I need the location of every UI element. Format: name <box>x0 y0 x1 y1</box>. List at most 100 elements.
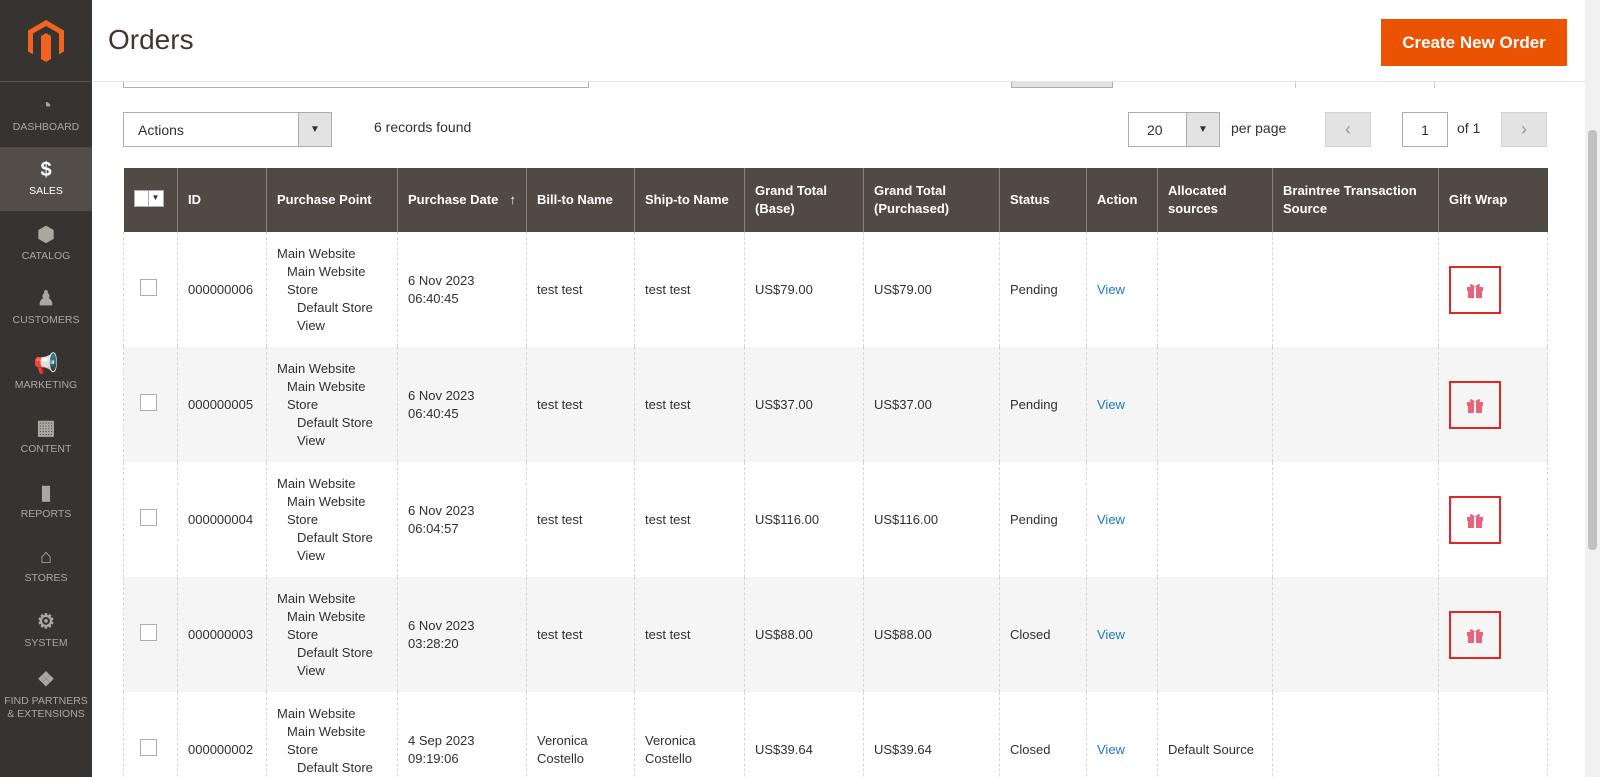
filters-button[interactable] <box>1011 82 1113 88</box>
column-grand-total-purchased[interactable]: Grand Total (Purchased) <box>863 168 1000 232</box>
column-gift-wrap[interactable]: Gift Wrap <box>1438 168 1548 232</box>
view-order-link[interactable]: View <box>1097 741 1125 757</box>
row-checkbox[interactable] <box>140 508 157 526</box>
row-checkbox[interactable] <box>140 393 157 411</box>
cell-action: View <box>1086 692 1158 777</box>
sidebar-item-content[interactable]: ▦ CONTENT <box>0 405 92 470</box>
view-order-link[interactable]: View <box>1097 396 1125 412</box>
page-number-input[interactable]: 1 <box>1402 112 1448 147</box>
scrollbar-thumb[interactable] <box>1588 130 1597 550</box>
row-select-cell[interactable] <box>123 347 178 462</box>
column-purchase-point[interactable]: Purchase Point <box>266 168 398 232</box>
row-select-cell[interactable] <box>123 462 178 577</box>
sidebar-item-stores[interactable]: ⌂ STORES <box>0 534 92 599</box>
blocks-icon: ❖ <box>37 668 55 691</box>
cell-id: 000000003 <box>177 577 267 692</box>
magento-logo[interactable] <box>0 0 92 82</box>
column-purchase-date[interactable]: ↑ Purchase Date <box>397 168 527 232</box>
person-icon: ♟ <box>37 288 55 311</box>
row-checkbox[interactable] <box>140 738 157 756</box>
cell-purchase-date: 6 Nov 2023 06:04:57 <box>397 462 527 577</box>
sidebar-item-sales[interactable]: $ SALES <box>0 146 92 211</box>
row-checkbox[interactable] <box>140 623 157 641</box>
cell-purchase-point: Main Website Main Website Store Default St… <box>266 577 398 692</box>
sidebar-item-system[interactable]: ⚙ SYSTEM <box>0 598 92 663</box>
table-row[interactable]: 000000003 Main Website Main Website Store D… <box>123 577 1548 692</box>
bar-chart-icon: ▮ <box>40 481 52 504</box>
pp-website: Main Website <box>277 475 356 491</box>
mass-select-checkbox[interactable]: ▼ <box>133 189 164 207</box>
table-row[interactable]: 000000004 Main Website Main Website Store D… <box>123 462 1548 577</box>
sidebar-item-label: SYSTEM <box>24 636 68 649</box>
column-bill-to-name[interactable]: Bill-to Name <box>526 168 635 232</box>
cell-grand-total-purchased: US$37.00 <box>863 347 1000 462</box>
pp-store-view: Default Store View <box>297 644 373 678</box>
cell-bill-to-name: Veronica Costello <box>526 692 635 777</box>
sidebar-item-find[interactable]: ❖ FIND PARTNERS & EXTENSIONS <box>0 663 92 728</box>
sidebar-item-catalog[interactable]: ⬢ CATALOG <box>0 211 92 276</box>
table-row[interactable]: 000000005 Main Website Main Website Store D… <box>123 347 1548 462</box>
pp-website: Main Website <box>277 705 356 721</box>
sidebar-item-marketing[interactable]: 📢 MARKETING <box>0 340 92 405</box>
view-order-link[interactable]: View <box>1097 281 1125 297</box>
cell-purchase-date: 4 Sep 2023 09:19:06 <box>397 692 527 777</box>
column-braintree-source[interactable]: Braintree Transaction Source <box>1272 168 1439 232</box>
column-ship-to-name[interactable]: Ship-to Name <box>634 168 745 232</box>
cell-ship-to-name: test test <box>634 462 745 577</box>
view-order-link[interactable]: View <box>1097 626 1125 642</box>
page-scrollbar[interactable] <box>1585 0 1600 777</box>
layout-icon: ▦ <box>36 417 56 440</box>
previous-page-button[interactable]: ‹ <box>1325 112 1371 147</box>
pp-store-view: Default Store View <box>297 759 373 775</box>
date-day: 6 Nov 2023 <box>408 387 475 403</box>
cell-action: View <box>1086 577 1158 692</box>
column-purchase-date-label: Purchase Date <box>408 192 499 207</box>
dollar-icon: $ <box>40 159 52 182</box>
grid-header-row: ▼ ID Purchase Point ↑ Purchase Date Bill-… <box>123 168 1548 232</box>
per-page-dropdown[interactable]: 20 ▼ <box>1128 112 1220 147</box>
search-input[interactable] <box>123 82 589 88</box>
cell-braintree-source <box>1272 692 1439 777</box>
chevron-down-icon: ▼ <box>1186 113 1219 146</box>
cell-allocated-sources <box>1157 462 1273 577</box>
sidebar-item-customers[interactable]: ♟ CUSTOMERS <box>0 276 92 341</box>
gift-icon[interactable] <box>1449 610 1501 659</box>
row-select-cell[interactable] <box>123 692 178 777</box>
table-row[interactable]: 000000006 Main Website Main Website Store D… <box>123 232 1548 347</box>
row-checkbox[interactable] <box>140 278 157 296</box>
sidebar-item-label: STORES <box>24 572 68 585</box>
gift-icon[interactable] <box>1449 495 1501 544</box>
sidebar-item-reports[interactable]: ▮ REPORTS <box>0 469 92 534</box>
sidebar-item-label: MARKETING <box>14 378 78 391</box>
cell-ship-to-name: test test <box>634 347 745 462</box>
pp-store-view: Default Store View <box>297 529 373 563</box>
per-page-label: per page <box>1231 120 1287 136</box>
table-row[interactable]: 000000002 Main Website Main Website Store D… <box>123 692 1548 777</box>
sidebar-item-label: CONTENT <box>20 443 72 456</box>
sidebar-item-label: FIND PARTNERS & EXTENSIONS <box>4 694 88 720</box>
row-select-cell[interactable] <box>123 577 178 692</box>
cell-action: View <box>1086 232 1158 347</box>
row-select-cell[interactable] <box>123 232 178 347</box>
cell-grand-total-purchased: US$79.00 <box>863 232 1000 347</box>
actions-dropdown[interactable]: Actions ▼ <box>123 112 332 147</box>
date-time: 06:40:45 <box>408 405 459 421</box>
gift-icon[interactable] <box>1449 265 1501 314</box>
view-order-link[interactable]: View <box>1097 511 1125 527</box>
column-grand-total-base[interactable]: Grand Total (Base) <box>744 168 864 232</box>
column-id[interactable]: ID <box>177 168 267 232</box>
cell-status: Pending <box>999 462 1087 577</box>
next-page-button[interactable]: › <box>1501 112 1547 147</box>
gear-icon: ⚙ <box>37 610 55 633</box>
create-new-order-button[interactable]: Create New Order <box>1381 19 1567 66</box>
mass-select-header[interactable]: ▼ <box>123 168 178 232</box>
cell-bill-to-name: test test <box>526 462 635 577</box>
cell-grand-total-purchased: US$88.00 <box>863 577 1000 692</box>
sidebar-item-dashboard[interactable]: ◔ DASHBOARD <box>0 82 92 147</box>
column-status[interactable]: Status <box>999 168 1087 232</box>
date-day: 6 Nov 2023 <box>408 272 475 288</box>
cell-allocated-sources <box>1157 347 1273 462</box>
column-allocated-sources[interactable]: Allocated sources <box>1157 168 1273 232</box>
pp-store: Main Website Store <box>287 378 366 412</box>
gift-icon[interactable] <box>1449 380 1501 429</box>
